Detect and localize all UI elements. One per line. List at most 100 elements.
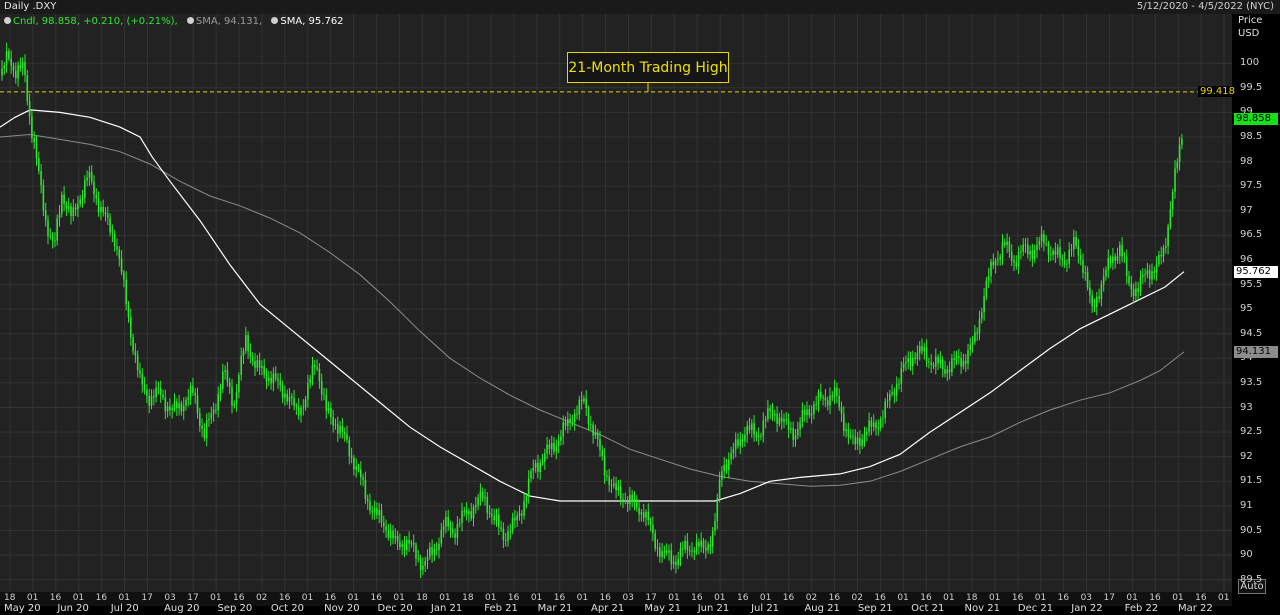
candle-body <box>504 540 507 542</box>
candle-body <box>300 407 302 416</box>
candle-body <box>268 377 270 381</box>
candle-body <box>744 434 746 442</box>
candle-body <box>107 214 109 218</box>
candle-body <box>958 356 960 358</box>
candle-body <box>636 499 638 508</box>
candle-body <box>189 385 192 398</box>
candle-body <box>1146 270 1149 275</box>
x-day-tick-label: 01 <box>759 593 772 603</box>
candle-body <box>622 499 624 501</box>
candle-body <box>251 356 254 362</box>
candle-body <box>833 387 836 397</box>
candle-body <box>316 367 318 369</box>
auto-scale-button[interactable]: Auto <box>1238 579 1266 594</box>
candle-body <box>537 462 539 472</box>
candle-body <box>941 359 944 370</box>
x-day-tick-label: 16 <box>1149 593 1161 603</box>
legend-sma-short[interactable]: SMA, 95.762 <box>271 16 344 27</box>
candle-body <box>199 413 201 426</box>
candle-body <box>670 550 673 564</box>
candle-body <box>1160 254 1162 257</box>
candle-body <box>17 65 19 79</box>
candle-body <box>1031 251 1034 260</box>
x-month-label: Aug 21 <box>804 603 840 614</box>
candle-body <box>26 75 29 101</box>
candle-body <box>475 505 477 508</box>
candle-body <box>714 521 716 531</box>
candle-body <box>617 486 620 491</box>
candle-body <box>946 369 949 374</box>
candle-body <box>376 507 378 515</box>
candle-body <box>755 434 758 437</box>
legend-sma-long[interactable]: SMA, 94.131, <box>186 16 266 27</box>
candle-body <box>571 422 574 424</box>
candle-body <box>1070 249 1073 251</box>
candle-body <box>700 540 702 547</box>
candle-body <box>608 476 610 486</box>
y-tick-label: 99 <box>1240 106 1253 118</box>
candle-body <box>877 427 880 429</box>
candle-body <box>971 341 974 345</box>
candle-body <box>226 370 229 382</box>
candle-body <box>291 396 293 399</box>
candle-body <box>401 544 403 548</box>
plot-area[interactable] <box>0 14 1234 606</box>
x-day-tick-label: 01 <box>1172 593 1184 603</box>
candle-body <box>787 419 790 430</box>
candle-body <box>387 530 390 538</box>
candle-body <box>337 424 339 434</box>
candle-body <box>790 428 792 430</box>
x-day-tick-label: 17 <box>645 593 657 603</box>
candle-body <box>698 541 700 547</box>
x-day-tick-label: 16 <box>874 593 886 603</box>
candle-body <box>640 512 643 515</box>
candle-body <box>323 394 325 396</box>
candle-body <box>672 561 675 564</box>
candle-body <box>454 533 456 538</box>
candle-body <box>419 558 422 570</box>
time-axis-background <box>0 592 1234 606</box>
candle-body <box>509 531 512 533</box>
x-day-tick-label: 18 <box>4 593 16 603</box>
candle-body <box>208 418 210 421</box>
y-tick-label: 90 <box>1240 549 1253 561</box>
candle-body <box>723 464 725 472</box>
candle-body <box>861 439 863 446</box>
candle-body <box>84 180 86 198</box>
candle-body <box>985 280 988 297</box>
candle-body <box>380 510 383 523</box>
candle-body <box>783 419 785 422</box>
candle-body <box>173 401 176 409</box>
candle-body <box>523 501 525 516</box>
y-tick-label: 97 <box>1240 204 1253 216</box>
candle-body <box>675 561 677 566</box>
candle-body <box>256 360 259 368</box>
candle-body <box>3 64 6 69</box>
candle-body <box>585 398 587 409</box>
candle-body <box>948 369 951 373</box>
candle-body <box>272 373 275 384</box>
x-day-tick-label: 18 <box>416 593 428 603</box>
candle-body <box>449 526 452 530</box>
candle-body <box>1038 241 1041 245</box>
candle-body <box>245 335 247 351</box>
candle-body <box>1086 272 1089 288</box>
candle-body <box>431 547 433 555</box>
x-day-tick-label: 02 <box>851 593 863 603</box>
x-day-tick-label: 16 <box>691 593 703 603</box>
date-range: 5/12/2020 - 4/5/2022 (NYC) <box>1136 1 1274 12</box>
candle-body <box>171 408 173 411</box>
candle-body <box>35 141 38 159</box>
legend-candle[interactable]: Cndl, 98.858, +0.210, (+0.21%), <box>4 16 181 27</box>
candle-body <box>327 407 330 411</box>
candle-body <box>569 418 571 423</box>
candle-body <box>118 249 121 259</box>
annotation-box[interactable]: 21-Month Trading High <box>567 52 729 83</box>
candle-body <box>530 470 532 479</box>
candle-body <box>307 383 309 400</box>
candle-body <box>341 425 344 432</box>
candle-body <box>1178 144 1181 163</box>
x-day-tick-label: 03 <box>1080 593 1093 603</box>
candle-body <box>659 547 661 557</box>
candle-body <box>511 517 514 532</box>
